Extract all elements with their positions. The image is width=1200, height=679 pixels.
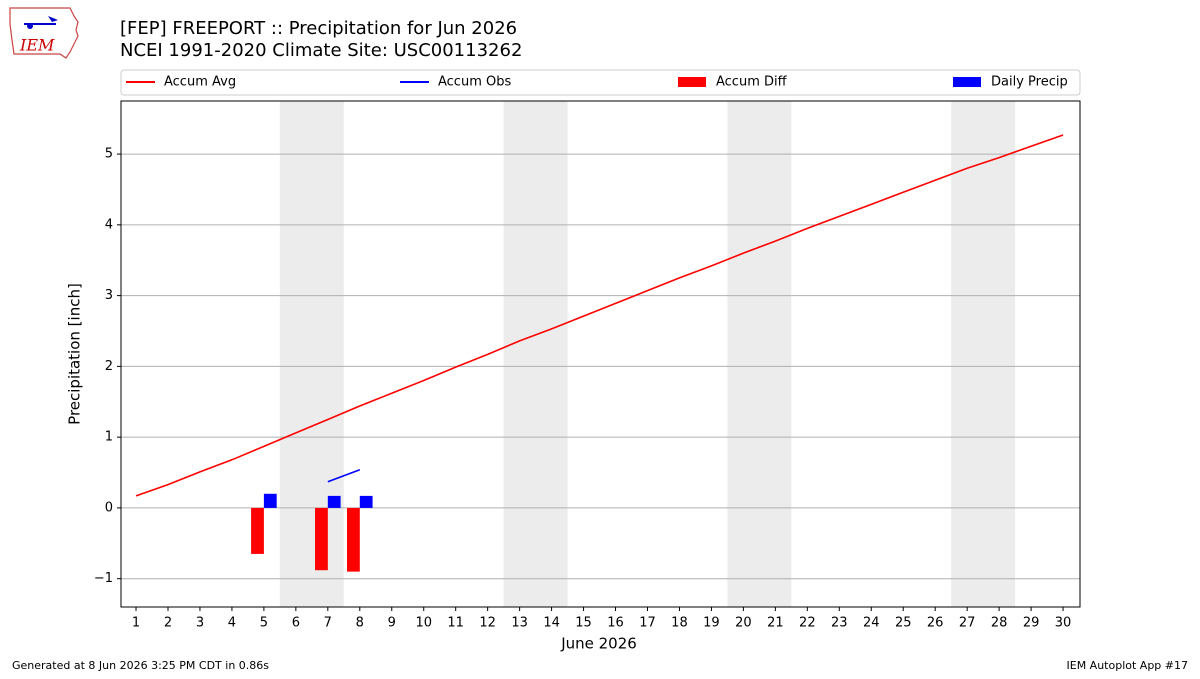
footer-right: IEM Autoplot App #17: [1067, 659, 1189, 672]
logo: IEM: [9, 7, 79, 59]
x-tick-label: 21: [767, 616, 784, 631]
x-tick-label: 18: [671, 616, 688, 631]
x-tick-label: 13: [511, 616, 528, 631]
bar: [315, 507, 328, 571]
chart-subtitle: NCEI 1991-2020 Climate Site: USC00113262: [120, 40, 522, 61]
x-tick-label: 12: [479, 616, 496, 631]
y-tick-label: 1: [105, 430, 113, 445]
x-tick-label: 6: [292, 616, 300, 631]
y-tick-label: 0: [105, 500, 113, 515]
chart-title: [FEP] FREEPORT :: Precipitation for Jun …: [120, 18, 517, 39]
x-tick-label: 25: [895, 616, 912, 631]
legend-swatch: [678, 77, 706, 87]
logo-icon: [27, 23, 33, 29]
series-line: [135, 134, 1064, 497]
logo-icon: [48, 16, 58, 22]
bar: [327, 495, 341, 508]
x-tick-label: 3: [196, 616, 204, 631]
x-tick-label: 20: [735, 616, 752, 631]
weekend-shade: [727, 101, 792, 607]
x-axis-label: June 2026: [560, 635, 637, 653]
x-tick-label: 4: [228, 616, 236, 631]
x-tick-label: 19: [703, 616, 720, 631]
y-tick-label: −1: [94, 571, 113, 586]
x-tick-label: 7: [324, 616, 332, 631]
bar: [359, 495, 373, 508]
weekend-shade: [279, 101, 344, 607]
x-tick-label: 11: [447, 616, 464, 631]
x-tick-label: 15: [575, 616, 592, 631]
series-line: [327, 468, 361, 483]
x-tick-label: 23: [831, 616, 848, 631]
x-tick-label: 5: [260, 616, 268, 631]
x-tick-label: 14: [543, 616, 560, 631]
legend-box: [120, 69, 1081, 96]
weekend-shade: [503, 101, 568, 607]
x-tick-label: 28: [991, 616, 1008, 631]
x-tick-label: 9: [388, 616, 396, 631]
x-tick-label: 8: [356, 616, 364, 631]
weekend-shade: [951, 101, 1016, 607]
plot-area: [121, 101, 1080, 607]
y-tick-label: 3: [105, 288, 113, 303]
legend-label: Daily Precip: [991, 75, 1068, 90]
x-tick-label: 16: [607, 616, 624, 631]
y-tick-label: 5: [105, 147, 113, 162]
bar: [347, 507, 360, 572]
x-tick-label: 27: [959, 616, 976, 631]
x-tick-label: 22: [799, 616, 816, 631]
x-tick-label: 17: [639, 616, 656, 631]
x-tick-label: 1: [132, 616, 140, 631]
legend-swatch: [953, 77, 981, 87]
x-tick-label: 2: [164, 616, 172, 631]
logo-text: IEM: [19, 36, 55, 55]
y-tick-label: 4: [105, 217, 113, 232]
x-tick-label: 29: [1023, 616, 1040, 631]
legend-label: Accum Avg: [164, 75, 236, 90]
plot-frame: [120, 100, 1081, 608]
x-tick-label: 10: [415, 616, 432, 631]
y-axis-label: Precipitation [inch]: [66, 283, 84, 425]
x-tick-label: 30: [1055, 616, 1072, 631]
footer-left: Generated at 8 Jun 2026 3:25 PM CDT in 0…: [12, 659, 269, 672]
bar: [251, 507, 264, 554]
x-tick-label: 26: [927, 616, 944, 631]
legend-label: Accum Diff: [716, 75, 788, 90]
logo-outline: [9, 7, 79, 59]
x-tick-label: 24: [863, 616, 880, 631]
y-tick-label: 2: [105, 359, 113, 374]
bar: [263, 493, 277, 508]
legend-label: Accum Obs: [438, 75, 511, 90]
